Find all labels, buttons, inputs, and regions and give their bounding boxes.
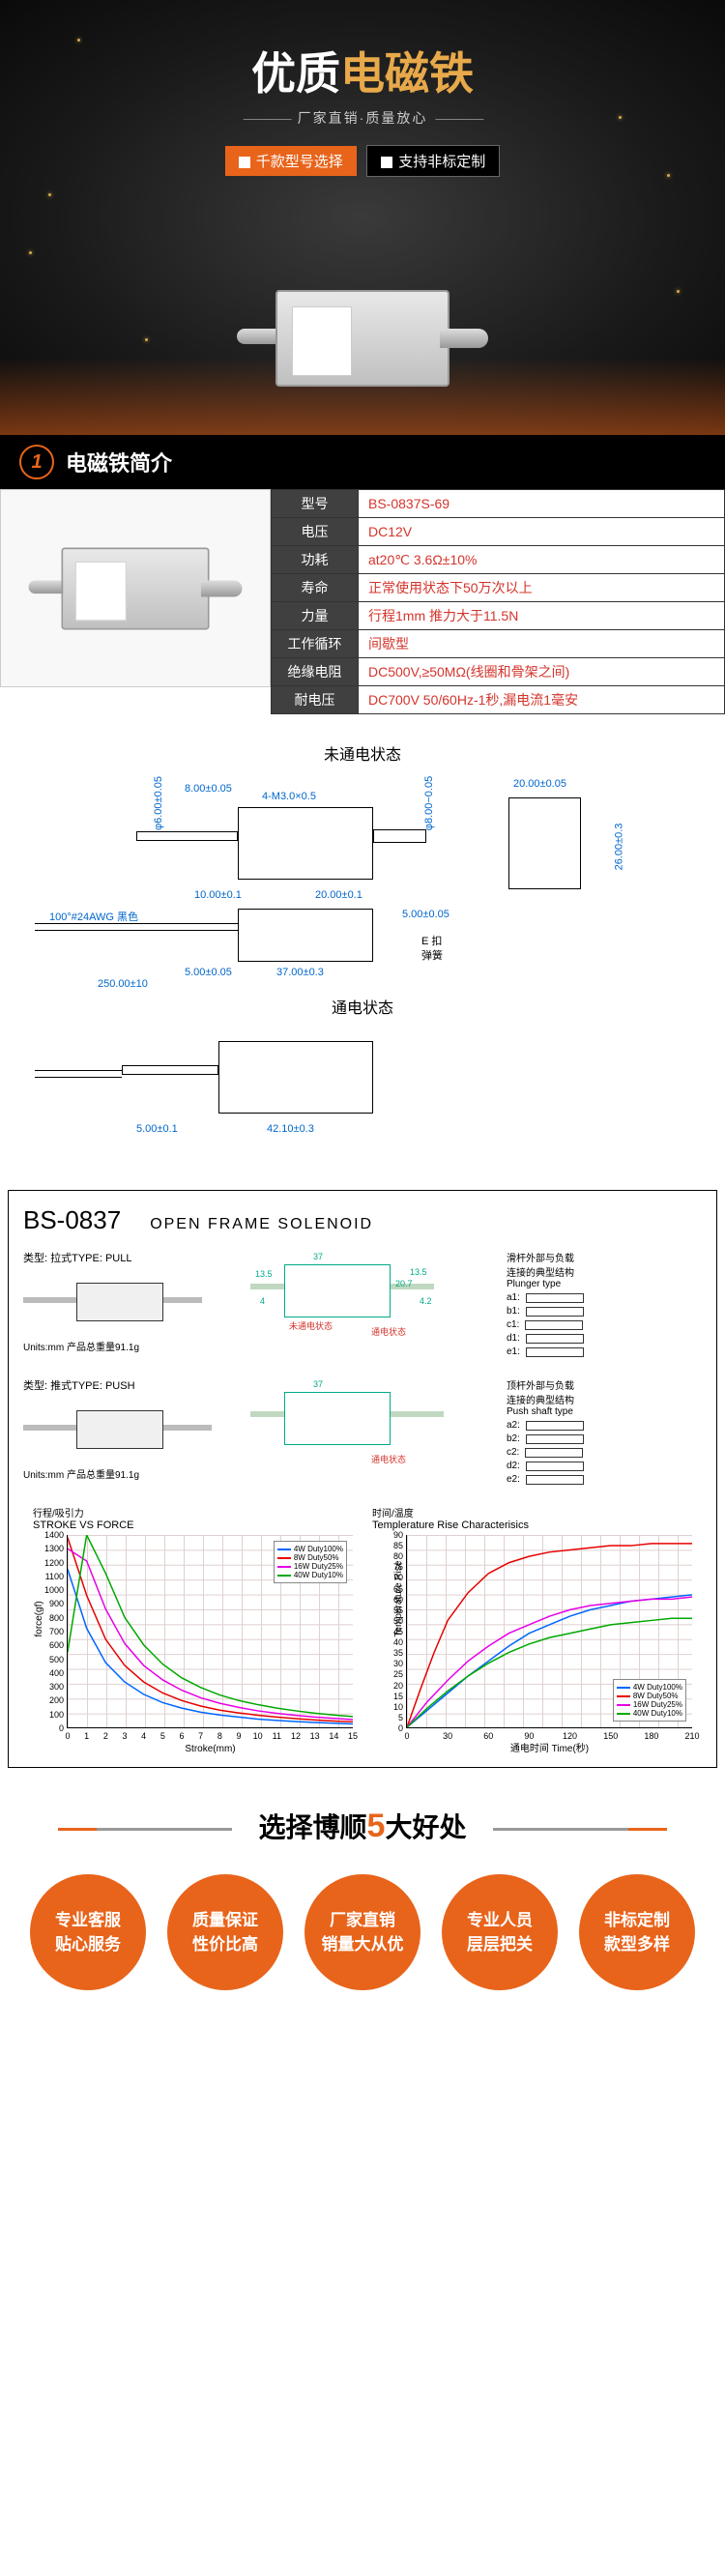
- section-title: 电磁铁简介: [66, 447, 172, 478]
- spec-key: 寿命: [272, 574, 359, 602]
- spec-row: 型号BS-0837S-69电压DC12V功耗at20℃ 3.6Ω±10%寿命正常…: [0, 489, 725, 714]
- spec-key: 功耗: [272, 546, 359, 574]
- benefits-header: 选择博顺5大好处: [0, 1778, 725, 1865]
- benefits-row: 专业客服贴心服务质量保证性价比高厂家直销销量大从优专业人员层层把关非标定制款型多…: [0, 1865, 725, 2029]
- pull-units: Units:mm 产品总重量91.1g: [23, 1339, 246, 1353]
- spec-key: 型号: [272, 490, 359, 518]
- spec-key: 绝缘电阻: [272, 658, 359, 686]
- push-label: 类型: 推式TYPE: PUSH: [23, 1377, 246, 1393]
- spec-key: 工作循环: [272, 630, 359, 658]
- benefit-badge: 质量保证性价比高: [167, 1874, 283, 1990]
- technical-drawings: 未通电状态 φ6.00±0.05 8.00±0.05 4-M3.0×0.5 φ8…: [0, 714, 725, 1180]
- benefit-badge: 厂家直销销量大从优: [304, 1874, 420, 1990]
- hero-title-a: 优质: [251, 48, 340, 99]
- plunger-types: 滑杆外部与负载 连接的典型结构 Plunger type a1:b1:c1:d1…: [507, 1250, 702, 1360]
- push-units: Units:mm 产品总重量91.1g: [23, 1466, 246, 1481]
- datasheet: BS-0837 OPEN FRAME SOLENOID 类型: 拉式TYPE: …: [8, 1190, 717, 1768]
- drawing-off-state: φ6.00±0.05 8.00±0.05 4-M3.0×0.5 φ8.00−0.…: [14, 772, 710, 985]
- section-number: 1: [19, 445, 54, 479]
- spec-value: DC500V,≥50MΩ(线圈和骨架之间): [359, 658, 725, 686]
- sheet-row-push: 类型: 推式TYPE: PUSH Units:mm 产品总重量91.1g 37 …: [23, 1377, 702, 1488]
- section-header-intro: 1 电磁铁简介: [0, 435, 725, 489]
- tag-models: 千款型号选择: [225, 146, 357, 176]
- spec-key: 电压: [272, 518, 359, 546]
- spec-value: 行程1mm 推力大于11.5N: [359, 602, 725, 630]
- hero-title: 优质电磁铁: [0, 0, 725, 102]
- hero-tags: 千款型号选择 支持非标定制: [0, 145, 725, 177]
- hero-subtitle: 厂家直销·质量放心: [0, 108, 725, 128]
- spec-value: at20℃ 3.6Ω±10%: [359, 546, 725, 574]
- push-shaft-types: 顶杆外部与负载 连接的典型结构 Push shaft type a2:b2:c2…: [507, 1377, 702, 1488]
- spec-value: BS-0837S-69: [359, 490, 725, 518]
- hero-title-b: 电磁铁: [340, 48, 474, 99]
- spec-value: 正常使用状态下50万次以上: [359, 574, 725, 602]
- charts-row: 行程/吸引力STROKE VS FORCE force(gf) Stroke(m…: [23, 1505, 702, 1752]
- benefit-badge: 专业人员层层把关: [442, 1874, 558, 1990]
- hero-product-image: [237, 271, 488, 406]
- hero-banner: 优质电磁铁 厂家直销·质量放心 千款型号选择 支持非标定制: [0, 0, 725, 435]
- drawing-title-off: 未通电状态: [14, 741, 710, 765]
- spec-value: DC12V: [359, 518, 725, 546]
- spec-product-image: [0, 489, 271, 687]
- drawing-title-on: 通电状态: [14, 995, 710, 1018]
- spec-key: 力量: [272, 602, 359, 630]
- spec-key: 耐电压: [272, 686, 359, 714]
- benefit-badge: 专业客服贴心服务: [30, 1874, 146, 1990]
- sheet-model: BS-0837: [23, 1205, 121, 1235]
- chart-temperature: 时间/温度Templerature Rise Characterisics Te…: [372, 1505, 692, 1752]
- drawing-on-state: 5.00±0.1 42.10±0.3: [14, 1026, 710, 1151]
- spec-table: 型号BS-0837S-69电压DC12V功耗at20℃ 3.6Ω±10%寿命正常…: [271, 489, 725, 714]
- sheet-row-pull: 类型: 拉式TYPE: PULL Units:mm 产品总重量91.1g 37 …: [23, 1250, 702, 1360]
- spec-value: 间歇型: [359, 630, 725, 658]
- pull-label: 类型: 拉式TYPE: PULL: [23, 1250, 246, 1265]
- chart-stroke-force: 行程/吸引力STROKE VS FORCE force(gf) Stroke(m…: [33, 1505, 353, 1752]
- sheet-name: OPEN FRAME SOLENOID: [150, 1216, 373, 1233]
- tag-custom: 支持非标定制: [366, 145, 500, 177]
- spec-value: DC700V 50/60Hz-1秒,漏电流1毫安: [359, 686, 725, 714]
- benefit-badge: 非标定制款型多样: [579, 1874, 695, 1990]
